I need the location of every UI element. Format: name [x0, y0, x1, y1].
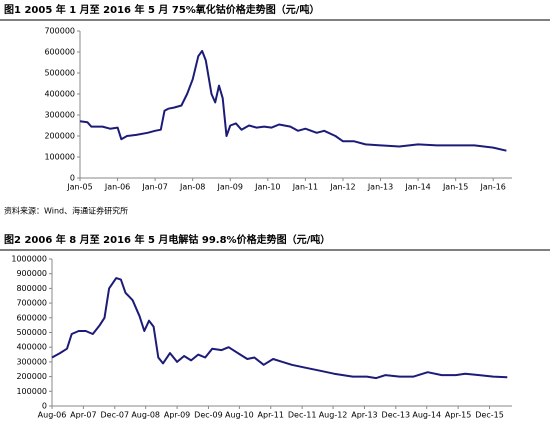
y-tick-label: 400000: [44, 90, 75, 99]
x-tick-label: Jan-14: [404, 183, 430, 192]
x-tick-label: Dec-13: [382, 411, 411, 420]
y-tick-label: 200000: [44, 132, 75, 141]
price-line: [51, 277, 508, 380]
x-tick-label: Apr-09: [164, 411, 190, 420]
y-tick-label: 500000: [16, 328, 47, 337]
x-tick-label: Aug-06: [38, 411, 67, 420]
x-tick-label: Jan-10: [254, 183, 280, 192]
x-tick-label: Dec-09: [194, 411, 223, 420]
x-tick-label: Aug-12: [319, 411, 348, 420]
x-tick-label: Dec-07: [100, 411, 129, 420]
price-line: [79, 49, 507, 152]
y-tick-label: 700000: [16, 299, 47, 308]
x-tick-label: Apr-07: [70, 411, 96, 420]
y-tick-label: 200000: [16, 372, 47, 381]
x-tick-label: Aug-14: [412, 411, 441, 420]
figure-title: 图1 2005 年 1 月至 2016 年 5 月 75%氧化钴价格走势图（元/…: [4, 3, 319, 16]
y-tick-label: 400000: [16, 343, 47, 352]
y-tick-label: 100000: [16, 387, 47, 396]
x-tick-label: Jan-15: [442, 183, 468, 192]
y-tick-label: 800000: [16, 284, 47, 293]
y-tick-label: 100000: [44, 153, 75, 162]
x-tick-label: Jan-08: [179, 183, 205, 192]
y-tick-label: 300000: [44, 111, 75, 120]
x-tick-label: Apr-15: [445, 411, 471, 420]
x-tick-label: Dec-15: [475, 411, 504, 420]
y-tick-label: 0: [70, 174, 75, 183]
y-tick-label: 0: [42, 402, 47, 411]
y-tick-label: 300000: [16, 357, 47, 366]
x-tick-label: Jan-06: [104, 183, 130, 192]
y-tick-label: 500000: [44, 69, 75, 78]
y-tick-label: 900000: [16, 269, 47, 278]
x-tick-label: Dec-11: [288, 411, 317, 420]
x-tick-label: Aug-10: [225, 411, 254, 420]
y-tick-label: 600000: [16, 313, 47, 322]
x-tick-label: Jan-07: [141, 183, 167, 192]
x-tick-label: Apr-11: [258, 411, 284, 420]
y-tick-label: 1000000: [11, 255, 47, 264]
x-tick-label: Jan-13: [367, 183, 393, 192]
y-tick-label: 700000: [44, 27, 75, 36]
source-note: 资料来源：Wind、海通证券研究所: [4, 206, 128, 216]
x-tick-label: Jan-09: [217, 183, 243, 192]
x-tick-label: Aug-08: [131, 411, 160, 420]
x-tick-label: Jan-16: [480, 183, 506, 192]
y-tick-label: 600000: [44, 48, 75, 57]
x-tick-label: Apr-13: [351, 411, 377, 420]
x-tick-label: Jan-11: [292, 183, 318, 192]
x-tick-label: Jan-12: [329, 183, 355, 192]
figure-title: 图2 2006 年 8 月至 2016 年 5 月电解钴 99.8%价格走势图（…: [4, 233, 330, 246]
x-tick-label: Jan-05: [66, 183, 92, 192]
